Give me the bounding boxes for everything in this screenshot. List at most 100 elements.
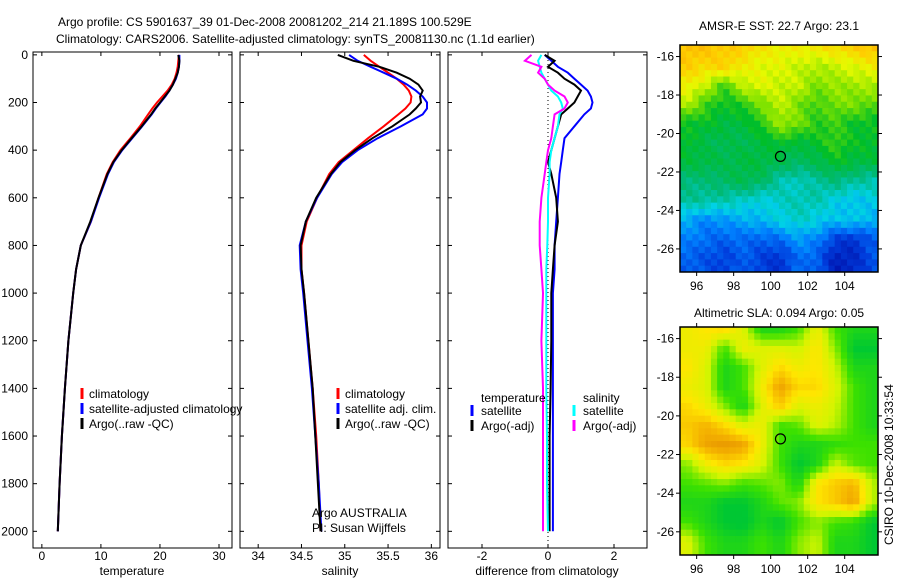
map-cell [735, 108, 743, 115]
map-cell [816, 371, 823, 379]
map-cell [779, 396, 786, 404]
map-cell [760, 145, 768, 153]
map-cell [779, 45, 786, 52]
map-cell [822, 548, 829, 556]
map-cell [779, 227, 786, 235]
map-cell [847, 510, 854, 518]
map-cell [729, 403, 737, 410]
map-cell [692, 472, 699, 480]
map-cell [772, 196, 780, 204]
map-cell [692, 259, 699, 267]
map-cell [760, 485, 768, 493]
map-cell [847, 396, 854, 404]
map-cell [729, 253, 737, 260]
map-cell [760, 472, 768, 480]
map-cell [735, 158, 743, 166]
map-cell [741, 384, 749, 391]
map-cell [760, 51, 768, 59]
map-cell [797, 428, 805, 436]
map-cell [723, 120, 730, 128]
map-cell [698, 234, 706, 241]
map-cell [729, 45, 737, 52]
map-cell [686, 177, 693, 185]
map-cell [797, 491, 805, 499]
map-cell [785, 126, 792, 134]
map-cell [871, 447, 879, 455]
map-cell [686, 183, 693, 191]
map-cell [735, 548, 743, 556]
map-cell [797, 164, 805, 172]
map-cell [785, 70, 792, 77]
map-cell [741, 441, 749, 448]
map-cell [803, 101, 811, 109]
map-cell [704, 460, 712, 467]
map-cell [803, 479, 811, 486]
map-cell [710, 158, 718, 166]
map-cell [766, 346, 774, 353]
map-cell [791, 536, 798, 543]
map-cell [735, 126, 743, 134]
map-cell [741, 82, 749, 90]
map-cell [803, 57, 811, 65]
attribution-line-2: PI: Susan Wijffels [312, 521, 406, 535]
map-cell [735, 377, 743, 385]
map-cell [822, 485, 829, 493]
map-cell [686, 542, 693, 550]
map-cell [834, 447, 842, 455]
map-cell [834, 472, 842, 480]
map-cell [809, 51, 817, 59]
map-cell [822, 227, 829, 235]
map-cell [772, 422, 780, 429]
map-cell [859, 76, 867, 84]
map-cell [828, 346, 836, 353]
map-cell [772, 259, 780, 267]
map-cell [680, 510, 687, 518]
map-cell [766, 139, 774, 147]
map-cell [735, 177, 743, 185]
map-cell [859, 536, 867, 543]
map-cell [797, 415, 805, 423]
map-cell [828, 265, 836, 273]
map-cell [698, 63, 706, 71]
map-cell [686, 365, 693, 372]
map-cell [785, 523, 792, 531]
map-cell [680, 384, 687, 391]
map-cell [710, 529, 718, 537]
map-cell [723, 384, 730, 391]
map-cell [772, 70, 780, 77]
map-cell [692, 240, 699, 248]
map-cell [840, 523, 848, 531]
map-cell [729, 346, 737, 353]
map-cell [741, 510, 749, 518]
map-cell [741, 327, 749, 334]
series-line [56, 54, 181, 532]
map-cell [729, 221, 737, 229]
map-cell [791, 491, 798, 499]
map-cell [717, 447, 724, 455]
map-cell [822, 95, 829, 103]
map-cell [871, 504, 879, 512]
map-cell [859, 491, 867, 499]
map-cell [723, 504, 730, 512]
map-cell [723, 221, 730, 229]
sst-map-title: AMSR-E SST: 22.7 Argo: 23.1 [699, 19, 859, 33]
map-cell [692, 441, 699, 448]
map-cell [803, 190, 811, 197]
map-cell [766, 365, 774, 372]
map-cell [704, 57, 712, 65]
map-cell [723, 491, 730, 499]
map-cell [859, 164, 867, 172]
map-cell [834, 365, 842, 372]
map-cell [686, 227, 693, 235]
map-cell [803, 403, 811, 410]
map-cell [766, 114, 774, 122]
map-cell [816, 466, 823, 474]
map-cell [735, 101, 743, 109]
map-cell [748, 101, 755, 109]
map-cell [729, 352, 737, 360]
map-cell [766, 70, 774, 77]
map-cell [766, 377, 774, 385]
map-cell [680, 460, 687, 467]
map-cell [760, 82, 768, 90]
